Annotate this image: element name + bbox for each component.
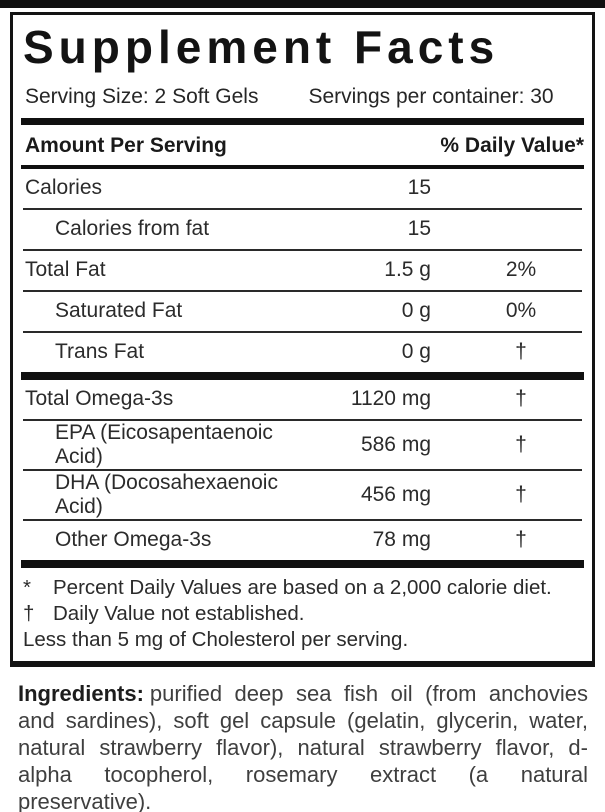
divider-thin: [23, 518, 582, 521]
nutrient-name: Calories: [25, 176, 103, 200]
footnote-line: * Percent Daily Values are based on a 2,0…: [23, 575, 584, 601]
nutrient-daily-value: †: [515, 482, 527, 506]
footnotes: * Percent Daily Values are based on a 2,0…: [19, 568, 586, 655]
table-header-row: Amount Per Serving % Daily Value*: [19, 125, 586, 165]
nutrient-name: Total Omega-3s: [25, 387, 174, 411]
nutrient-amount: 456 mg: [360, 482, 431, 506]
ingredients-label: Ingredients:: [18, 680, 144, 706]
supplement-facts-box: Supplement Facts Serving Size: 2 Soft Ge…: [10, 12, 595, 667]
nutrient-row: DHA (Docosahexaenoic Acid) 456 mg †: [19, 471, 586, 519]
divider-thin: [23, 289, 582, 292]
nutrient-name: EPA (Eicosapentaenoic Acid): [55, 420, 273, 468]
nutrient-daily-value: †: [515, 528, 527, 552]
footnote-text: Less than 5 mg of Cholesterol per servin…: [23, 627, 409, 651]
nutrient-name: Saturated Fat: [55, 299, 183, 323]
divider-thin: [23, 468, 582, 471]
serving-info-row: Serving Size: 2 Soft Gels Servings per c…: [25, 84, 586, 110]
nutrient-amount: 15: [407, 176, 431, 200]
nutrient-row: Total Fat 1.5 g 2%: [19, 251, 586, 290]
footnote-symbol: †: [23, 601, 35, 625]
footnote-symbol: *: [23, 575, 31, 599]
supplement-facts-title: Supplement Facts: [23, 21, 500, 73]
top-black-bar: [0, 0, 605, 8]
servings-per-container: Servings per container: 30: [308, 84, 554, 108]
nutrient-row: Trans Fat 0 g †: [19, 333, 586, 372]
nutrient-rows: Calories 15 Calories from fat 15 Total Fat 1.…: [19, 169, 586, 568]
nutrient-daily-value: †: [515, 340, 527, 364]
ingredients-paragraph: Ingredients: purified deep sea fish oil (…: [18, 680, 588, 812]
nutrient-row: Total Omega-3s 1120 mg †: [19, 380, 586, 419]
divider-thin: [23, 207, 582, 210]
divider-thin: [23, 418, 582, 421]
footnote-text: Daily Value not established.: [53, 601, 305, 625]
nutrient-amount: 0 g: [401, 299, 431, 323]
nutrient-amount: 586 mg: [360, 432, 431, 456]
nutrient-row: Calories from fat 15: [19, 210, 586, 249]
nutrient-amount: 78 mg: [372, 528, 431, 552]
nutrient-amount: 1120 mg: [350, 387, 431, 411]
nutrient-amount: 0 g: [401, 340, 431, 364]
nutrient-daily-value: †: [515, 387, 527, 411]
nutrient-row: EPA (Eicosapentaenoic Acid) 586 mg †: [19, 421, 586, 469]
nutrient-name: Calories from fat: [55, 217, 210, 241]
nutrient-amount: 15: [407, 217, 431, 241]
nutrient-name: DHA (Docosahexaenoic Acid): [55, 470, 278, 518]
nutrient-name: Total Fat: [25, 258, 106, 282]
nutrient-name: Other Omega-3s: [55, 528, 212, 552]
daily-value-header: % Daily Value*: [440, 133, 584, 157]
divider-thick: [21, 559, 584, 568]
nutrient-row: Calories 15: [19, 169, 586, 208]
nutrient-daily-value: 2%: [505, 258, 537, 282]
nutrient-daily-value: 0%: [505, 299, 537, 323]
nutrient-row: Saturated Fat 0 g 0%: [19, 292, 586, 331]
footnote-line: Less than 5 mg of Cholesterol per servin…: [23, 627, 584, 653]
amount-per-serving-header: Amount Per Serving: [25, 133, 227, 157]
divider-thin: [23, 248, 582, 251]
ingredients-text: purified deep sea fish oil (from anchovi…: [18, 680, 588, 812]
nutrient-amount: 1.5 g: [384, 258, 431, 282]
footnote-line: † Daily Value not established.: [23, 601, 584, 627]
divider-thick: [21, 117, 584, 125]
nutrient-row: Other Omega-3s 78 mg †: [19, 521, 586, 560]
divider-thick: [21, 371, 584, 380]
divider-thin: [23, 330, 582, 333]
nutrient-daily-value: †: [515, 432, 527, 456]
footnote-text: Percent Daily Values are based on a 2,00…: [53, 575, 552, 599]
nutrient-name: Trans Fat: [55, 340, 145, 364]
divider-thick: [21, 164, 584, 169]
serving-size: Serving Size: 2 Soft Gels: [25, 84, 259, 108]
